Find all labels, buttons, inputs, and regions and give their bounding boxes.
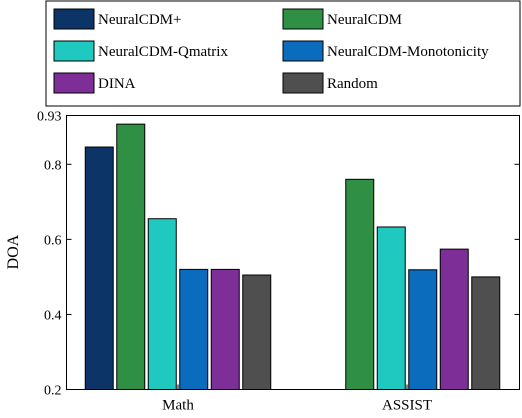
x-tick-label: Math: [162, 398, 194, 414]
legend-item: NeuralCDM: [282, 8, 402, 30]
bar: [345, 178, 375, 390]
bar: [179, 268, 209, 390]
y-tick-label: 0.4: [44, 308, 62, 323]
legend-label: NeuralCDM+: [98, 12, 181, 28]
axes: 0.2 0.4 0.6 0.8 0.93 Math ASSIST DOA: [5, 110, 520, 414]
bar: [242, 274, 272, 390]
bar: [210, 268, 240, 390]
y-tick-label: 0.6: [44, 233, 62, 248]
legend-item: DINA: [53, 72, 136, 94]
y-axis-label: DOA: [5, 234, 22, 269]
bar: [376, 226, 406, 390]
legend-label: NeuralCDM: [327, 12, 402, 28]
bar: [439, 248, 469, 390]
legend-swatch: [53, 8, 95, 30]
legend: NeuralCDM+ NeuralCDM NeuralCDM-Qmatrix Neur…: [45, 0, 521, 107]
legend-item: Random: [282, 72, 378, 94]
legend-item: NeuralCDM+: [53, 8, 181, 30]
bar: [84, 146, 114, 390]
legend-label: NeuralCDM-Monotonicity: [327, 44, 489, 60]
legend-label: Random: [327, 76, 378, 92]
y-tick-label: 0.8: [44, 158, 62, 173]
bar: [408, 269, 438, 390]
plot-frame: [66, 115, 520, 390]
legend-item: NeuralCDM-Qmatrix: [53, 40, 228, 62]
legend-item: NeuralCDM-Monotonicity: [282, 40, 489, 62]
legend-label: DINA: [98, 76, 136, 92]
x-tick-label: ASSIST: [382, 398, 432, 414]
bar: [116, 123, 146, 390]
legend-swatch: [53, 40, 95, 62]
bar: [147, 218, 177, 390]
bar: [471, 276, 501, 390]
legend-swatch: [282, 40, 324, 62]
bars: [84, 123, 501, 390]
legend-swatch: [282, 8, 324, 30]
legend-swatch: [282, 72, 324, 94]
y-tick-label: 0.2: [44, 384, 62, 399]
y-tick-label: 0.93: [37, 110, 62, 125]
legend-swatch: [53, 72, 95, 94]
legend-label: NeuralCDM-Qmatrix: [98, 44, 228, 60]
